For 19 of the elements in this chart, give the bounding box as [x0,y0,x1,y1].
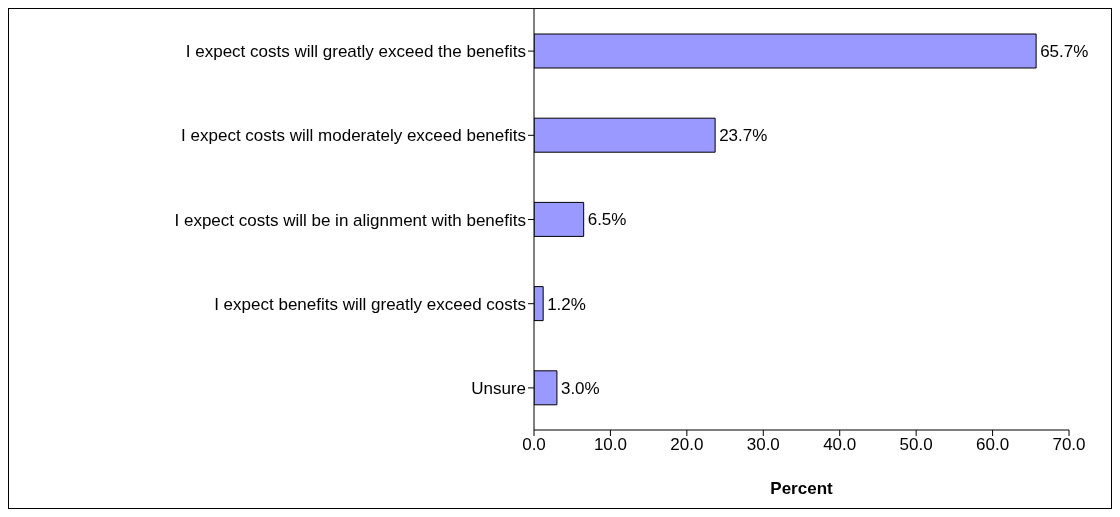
x-tick-label: 60.0 [976,435,1010,455]
y-tick-label: I expect costs will be in alignment with benefits [174,210,526,230]
y-tick-label: I expect benefits will greatly exceed costs [214,294,526,314]
data-label: 3.0% [560,378,600,398]
x-tick-label: 40.0 [823,435,857,455]
y-tick-label: I expect costs will greatly exceed the benefits [185,42,526,62]
x-tick-label: 20.0 [670,435,704,455]
data-label: 23.7% [719,126,768,146]
x-tick-label: 30.0 [746,435,780,455]
x-tick-label: 70.0 [1052,435,1086,455]
data-label: 1.2% [547,294,586,314]
x-tick-label: 0.0 [522,435,546,455]
data-label: 6.5% [587,210,627,230]
y-tick-label: I expect costs will moderately exceed benefits [181,126,526,146]
x-tick-label: 10.0 [593,435,627,455]
x-axis-title: Percent [770,479,834,498]
y-tick-label: Unsure [471,378,526,398]
x-tick-label: 50.0 [899,435,933,455]
data-label: 65.7% [1040,42,1089,62]
